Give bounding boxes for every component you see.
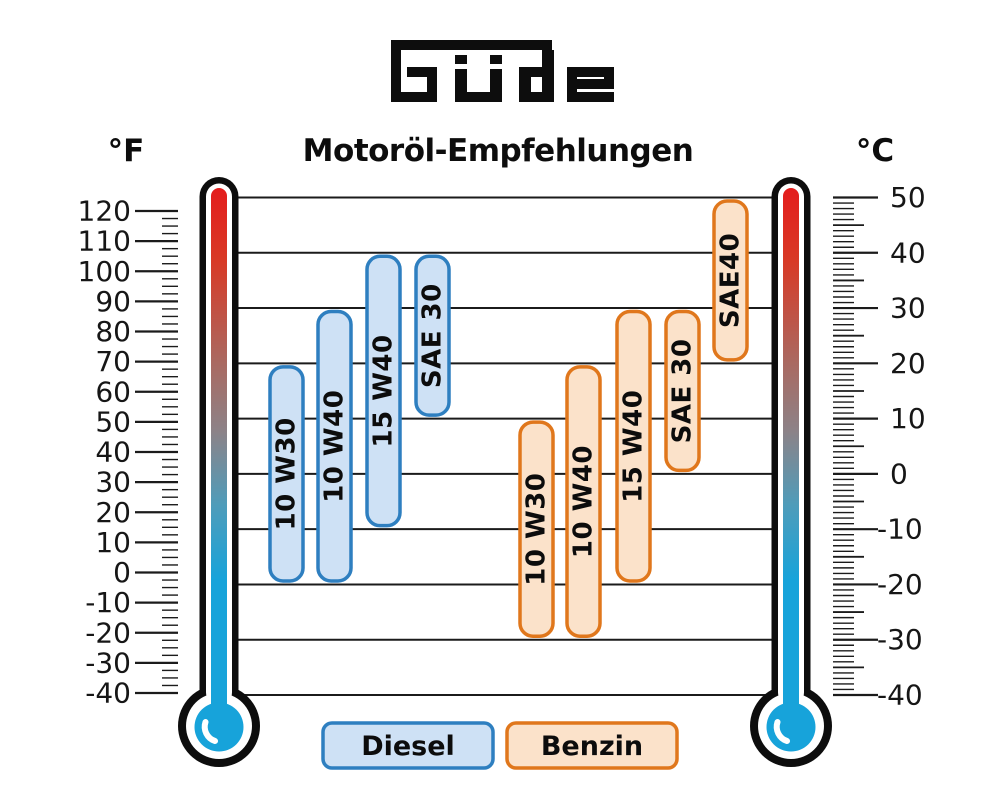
fahrenheit-tick-label: 20 [95,496,131,529]
legend-diesel-box [321,721,495,770]
bar-diesel-15w40 [365,254,402,528]
bar-label-benzin-10w40: 10 W40 [569,445,599,558]
fahrenheit-tick-label: 30 [95,466,131,499]
fahrenheit-tick-label: 50 [95,405,131,438]
bar-label-diesel-10w30: 10 W30 [272,417,302,530]
fahrenheit-tick-label: 0 [113,556,131,589]
legend-benzin-box [505,721,679,770]
fahrenheit-tick-label: 60 [95,375,131,408]
bar-label-benzin-10w30: 10 W30 [522,473,552,586]
fahrenheit-tick-label: 90 [95,285,131,318]
bar-benzin-sae30 [664,309,701,473]
fahrenheit-tick-label: -20 [85,616,131,649]
celsius-tick-label: 0 [890,457,908,490]
celsius-tick-label: -40 [877,679,923,712]
bar-benzin-10w40 [565,365,602,638]
bar-diesel-10w40 [316,309,353,583]
legend-benzin-label: Benzin [541,731,643,762]
legend-diesel-label: Diesel [361,731,455,762]
fahrenheit-tick-label: -40 [85,677,131,710]
benzin-bars: 10 W30 10 W40 15 W40 SAE 30 SAE40 [518,199,749,638]
celsius-tick-label: 30 [890,292,926,325]
fahrenheit-unit-label: °F [108,133,145,169]
celsius-scale: 50 40 30 20 10 0 -10 -20 -30 -40 [833,181,926,712]
fahrenheit-tick-label: -10 [85,586,131,619]
celsius-tick-label: 50 [890,181,926,214]
celsius-tick-label: -30 [877,623,923,656]
celsius-unit-label: °C [856,133,894,169]
thermometer-left [178,177,260,767]
bar-label-benzin-15w40: 15 W40 [619,390,649,503]
bar-label-benzin-sae30: SAE 30 [668,339,698,444]
fahrenheit-tick-label: 100 [78,255,131,288]
celsius-tick-label: 40 [890,236,926,269]
fahrenheit-tick-label: -30 [85,646,131,679]
celsius-tick-label: -20 [877,568,923,601]
bar-label-benzin-sae40: SAE40 [716,233,746,328]
fahrenheit-tick-label: 40 [95,436,131,469]
fahrenheit-tick-label: 110 [78,225,131,258]
fahrenheit-tick-label: 80 [95,315,131,348]
bar-diesel-sae30 [414,254,451,417]
bar-diesel-10w30 [268,365,305,583]
page-title: Motoröl-Empfehlungen [303,133,694,169]
diesel-bars: 10 W30 10 W40 15 W40 SAE 30 [268,254,451,583]
bar-benzin-10w30 [518,420,555,638]
celsius-tick-label: 10 [890,402,926,435]
bar-label-diesel-sae30: SAE 30 [418,283,448,388]
celsius-tick-label: -10 [877,513,923,546]
fahrenheit-tick-label: 10 [95,526,131,559]
fahrenheit-tick-label: 70 [95,345,131,378]
bar-label-diesel-15w40: 15 W40 [369,334,399,447]
fahrenheit-tick-label: 120 [78,195,131,228]
bar-benzin-sae40 [712,199,749,362]
gude-logo [391,40,614,102]
bar-benzin-15w40 [615,309,652,583]
legend: Diesel Benzin [321,721,679,770]
bar-label-diesel-10w40: 10 W40 [320,390,350,503]
celsius-tick-label: 20 [890,347,926,380]
thermometer-right [750,177,832,767]
